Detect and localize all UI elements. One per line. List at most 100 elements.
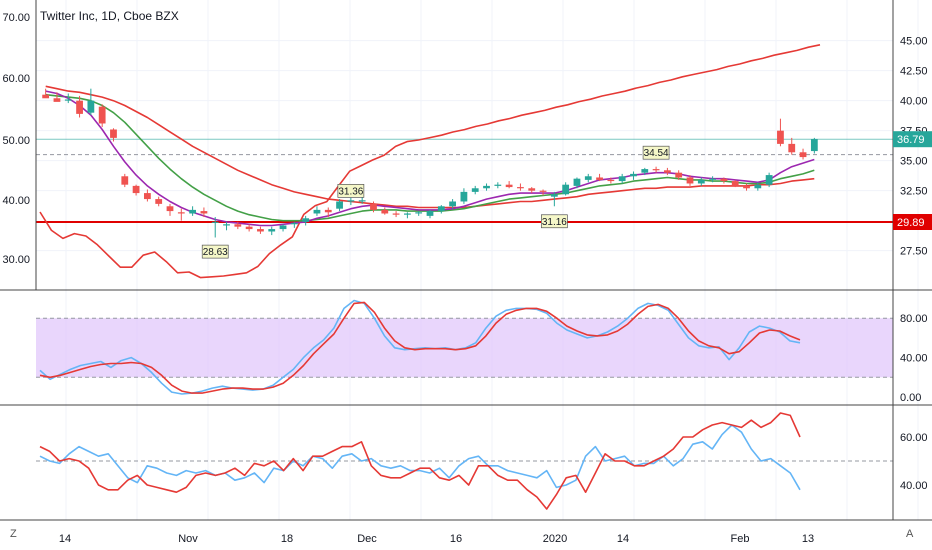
left-axis-tick: 60.00 — [2, 73, 30, 85]
candle-body — [211, 221, 219, 223]
candle-body — [64, 99, 72, 101]
candle-body — [618, 176, 626, 182]
candle-body — [799, 152, 807, 158]
candle-body — [449, 201, 456, 207]
candle-body — [302, 218, 310, 222]
candle-body — [257, 229, 264, 232]
candle-body — [313, 209, 321, 214]
candle-body — [641, 169, 649, 173]
candle-body — [279, 225, 287, 230]
price-annotation-box — [540, 214, 568, 229]
indicator-lines — [36, 44, 893, 510]
candle-body — [177, 212, 185, 214]
candle-body — [324, 209, 332, 213]
candle-body — [336, 201, 343, 209]
support-price-label: 29.89 — [897, 217, 925, 229]
candle-body — [528, 188, 536, 191]
last-price-label: 36.79 — [897, 134, 925, 146]
ma-slow-red-line — [45, 85, 815, 209]
candle-body — [460, 191, 468, 202]
candle-body — [630, 173, 637, 177]
candle-body — [358, 200, 366, 202]
candle-body — [664, 170, 671, 173]
ma-purple-line — [45, 90, 815, 227]
candle-body — [505, 184, 513, 188]
rsi-red-line — [39, 301, 801, 394]
rsi-axis-tick: 0.00 — [900, 392, 921, 404]
candle-body — [245, 226, 253, 230]
time-axis-tick: 2020 — [543, 533, 567, 545]
candle-body — [76, 100, 83, 114]
candle-body — [675, 172, 683, 178]
candle-body — [166, 206, 174, 212]
price-annotation-label: 31.16 — [542, 217, 567, 228]
auto-scale-button[interactable]: A — [906, 528, 914, 540]
time-axis-tick: 14 — [617, 533, 629, 545]
price-annotation-label: 34.54 — [644, 148, 669, 159]
right-axis-tick: 27.50 — [900, 246, 928, 258]
candle-body — [596, 177, 603, 180]
candle-body — [539, 190, 547, 192]
candle-body — [234, 224, 242, 227]
candle-body — [404, 213, 411, 215]
candle-body — [765, 175, 773, 185]
support-price-badge — [893, 214, 932, 230]
candle-body — [87, 100, 95, 113]
rsi-axis-tick: 80.00 — [900, 313, 928, 325]
candle-body — [584, 176, 592, 180]
candle-body — [731, 181, 739, 186]
osc-axis-tick: 40.00 — [900, 480, 928, 492]
annotation-labels: 28.63 31.36 31.16 34.54 — [201, 145, 670, 259]
right-axis-tick: 42.50 — [900, 66, 928, 78]
candle-body — [709, 178, 716, 180]
rsi-band — [36, 317, 893, 462]
candle-body — [347, 200, 355, 202]
candle-body — [720, 178, 728, 182]
overlay-red-line — [39, 44, 821, 279]
osc-red-line — [39, 412, 801, 510]
candle-body — [517, 187, 524, 189]
time-axis-tick: 14 — [59, 533, 71, 545]
time-axis-tick: 13 — [802, 533, 814, 545]
grid-lines — [36, 0, 919, 520]
price-annotation-box — [642, 145, 670, 160]
candle-body — [437, 206, 445, 212]
left-axis-tick: 40.00 — [2, 195, 30, 207]
rsi-blue-line — [39, 299, 801, 395]
candle-body — [607, 179, 615, 182]
rsi-axis-tick: 40.00 — [900, 353, 928, 365]
time-axis-tick: 16 — [450, 533, 462, 545]
candle-body — [562, 184, 570, 195]
candle-body — [110, 129, 117, 138]
candle-body — [426, 211, 434, 216]
candle-body — [121, 176, 129, 185]
chart-title: Twitter Inc, 1D, Cboe BZX — [40, 9, 179, 23]
candle-body — [381, 209, 389, 214]
candle-body — [132, 185, 140, 194]
candle-body — [777, 130, 784, 144]
right-axis-tick: 32.50 — [900, 186, 928, 198]
candle-body — [810, 139, 818, 152]
right-axis-tick: 45.00 — [900, 36, 928, 48]
candle-body — [483, 185, 490, 189]
candle-body — [494, 184, 502, 186]
candle-body — [550, 194, 558, 197]
timezone-button[interactable]: Z — [10, 528, 17, 540]
left-axis-tick: 50.00 — [2, 135, 30, 147]
left-axis-tick: 70.00 — [2, 12, 30, 24]
candle-body — [189, 209, 196, 214]
price-annotation-box — [201, 244, 229, 259]
price-annotation-label: 31.36 — [338, 186, 363, 197]
candle-body — [415, 212, 423, 214]
price-annotation-label: 28.63 — [203, 247, 228, 258]
candle-body — [53, 98, 61, 102]
candle-body — [98, 106, 106, 124]
left-axis-tick: 30.00 — [2, 254, 30, 266]
candle-body — [290, 223, 298, 225]
candle-body — [573, 178, 581, 186]
candle-body — [754, 184, 762, 189]
candle-body — [268, 229, 276, 232]
